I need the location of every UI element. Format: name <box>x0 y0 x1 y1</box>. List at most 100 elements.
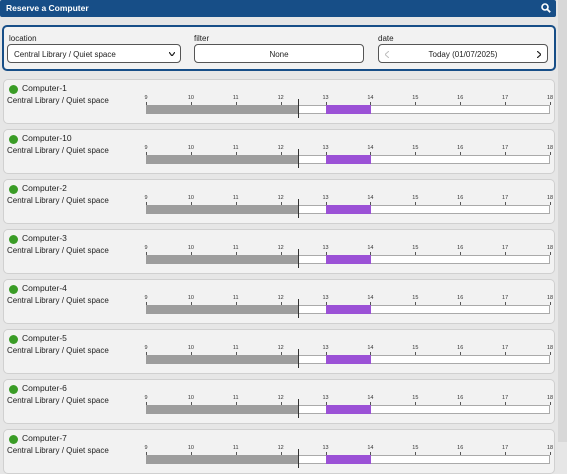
computer-card[interactable]: Computer-7 Central Library / Quiet space 9… <box>3 429 555 474</box>
hour-label: 14 <box>367 245 374 251</box>
hour-tick <box>550 252 551 255</box>
hour-label: 10 <box>187 395 194 401</box>
current-time-line <box>298 399 299 418</box>
current-time-line <box>298 199 299 218</box>
reservation-block[interactable] <box>326 305 371 314</box>
hour-label: 18 <box>546 195 554 201</box>
hour-label: 12 <box>277 195 284 201</box>
hour-tick <box>280 102 282 105</box>
hour-tick <box>370 452 372 455</box>
computer-card[interactable]: Computer-1 Central Library / Quiet space 9… <box>3 79 555 124</box>
hour-label: 15 <box>412 295 419 301</box>
prev-day[interactable] <box>385 51 389 58</box>
hour-tick <box>235 152 237 155</box>
hour-tick <box>325 352 327 355</box>
filter-button[interactable]: None <box>194 44 364 63</box>
hour-label: 17 <box>502 345 509 351</box>
reservation-block[interactable] <box>326 105 371 114</box>
hour-tick <box>550 352 551 355</box>
current-time-line <box>298 249 299 268</box>
hour-tick <box>550 152 551 155</box>
reservation-block[interactable] <box>326 255 371 264</box>
hour-tick <box>146 202 147 205</box>
hour-label: 10 <box>187 445 194 451</box>
hour-tick <box>505 302 507 305</box>
search-icon[interactable] <box>541 3 551 13</box>
computer-card[interactable]: Computer-2 Central Library / Quiet space 9… <box>3 179 555 224</box>
computer-card[interactable]: Computer-10 Central Library / Quiet space… <box>3 129 555 174</box>
hour-label: 13 <box>322 145 329 151</box>
hour-label: 15 <box>412 195 419 201</box>
hour-tick <box>415 252 417 255</box>
reservation-block[interactable] <box>326 205 371 214</box>
hour-label: 15 <box>412 245 419 251</box>
hour-tick <box>325 302 327 305</box>
reservation-block[interactable] <box>326 405 371 414</box>
current-time-line <box>298 99 299 118</box>
hour-tick <box>415 352 417 355</box>
hour-label: 18 <box>546 395 554 401</box>
hour-label: 15 <box>412 395 419 401</box>
hour-label: 14 <box>367 95 374 101</box>
hour-tick <box>235 302 237 305</box>
reservation-block[interactable] <box>326 155 371 164</box>
hour-label: 16 <box>457 345 464 351</box>
computer-location: Central Library / Quiet space <box>7 246 109 255</box>
hour-label: 13 <box>322 245 329 251</box>
hour-label: 10 <box>187 245 194 251</box>
hour-label: 12 <box>277 445 284 451</box>
location-label: location <box>9 34 37 43</box>
filter-value: None <box>269 50 289 59</box>
scrollbar[interactable] <box>558 0 567 442</box>
hour-tick <box>460 202 462 205</box>
computer-location: Central Library / Quiet space <box>7 146 109 155</box>
hour-label: 12 <box>277 345 284 351</box>
computer-name: Computer-7 <box>22 433 67 443</box>
hour-label: 9 <box>144 145 148 151</box>
hour-label: 10 <box>187 345 194 351</box>
computer-card[interactable]: Computer-4 Central Library / Quiet space 9… <box>3 279 555 324</box>
reservation-block[interactable] <box>326 455 371 464</box>
date-picker[interactable]: Today (01/07/2025) <box>378 44 548 63</box>
hour-tick <box>280 452 282 455</box>
hour-label: 18 <box>546 295 554 301</box>
hour-tick <box>550 102 551 105</box>
hour-label: 11 <box>232 295 239 301</box>
hour-tick <box>146 402 147 405</box>
hour-label: 12 <box>277 245 284 251</box>
reservation-block[interactable] <box>326 355 371 364</box>
next-day[interactable] <box>537 51 541 58</box>
hour-tick <box>280 352 282 355</box>
hour-tick <box>146 102 147 105</box>
hour-tick <box>415 452 417 455</box>
location-select[interactable]: Central Library / Quiet space <box>7 44 181 63</box>
hour-label: 9 <box>144 345 148 351</box>
hour-tick <box>146 352 147 355</box>
hour-label: 13 <box>322 195 329 201</box>
hour-tick <box>235 102 237 105</box>
hour-label: 12 <box>277 95 284 101</box>
hour-label: 11 <box>232 395 239 401</box>
computer-card[interactable]: Computer-6 Central Library / Quiet space 9… <box>3 379 555 424</box>
status-dot <box>9 135 18 144</box>
computer-name: Computer-5 <box>22 333 67 343</box>
hour-label: 9 <box>144 195 148 201</box>
date-value: Today (01/07/2025) <box>428 50 498 59</box>
hour-label: 16 <box>457 145 464 151</box>
hour-label: 18 <box>546 345 554 351</box>
hour-tick <box>190 252 192 255</box>
computer-card[interactable]: Computer-5 Central Library / Quiet space 9… <box>3 329 555 374</box>
hour-label: 10 <box>187 95 194 101</box>
computer-location: Central Library / Quiet space <box>7 346 109 355</box>
hour-tick <box>370 402 372 405</box>
header-title: Reserve a Computer <box>6 3 89 13</box>
computer-card[interactable]: Computer-3 Central Library / Quiet space 9… <box>3 229 555 274</box>
computer-location: Central Library / Quiet space <box>7 96 109 105</box>
hour-tick <box>325 152 327 155</box>
computer-name: Computer-3 <box>22 233 67 243</box>
hour-tick <box>325 402 327 405</box>
hour-label: 10 <box>187 145 194 151</box>
hour-label: 12 <box>277 145 284 151</box>
hour-label: 11 <box>232 345 239 351</box>
